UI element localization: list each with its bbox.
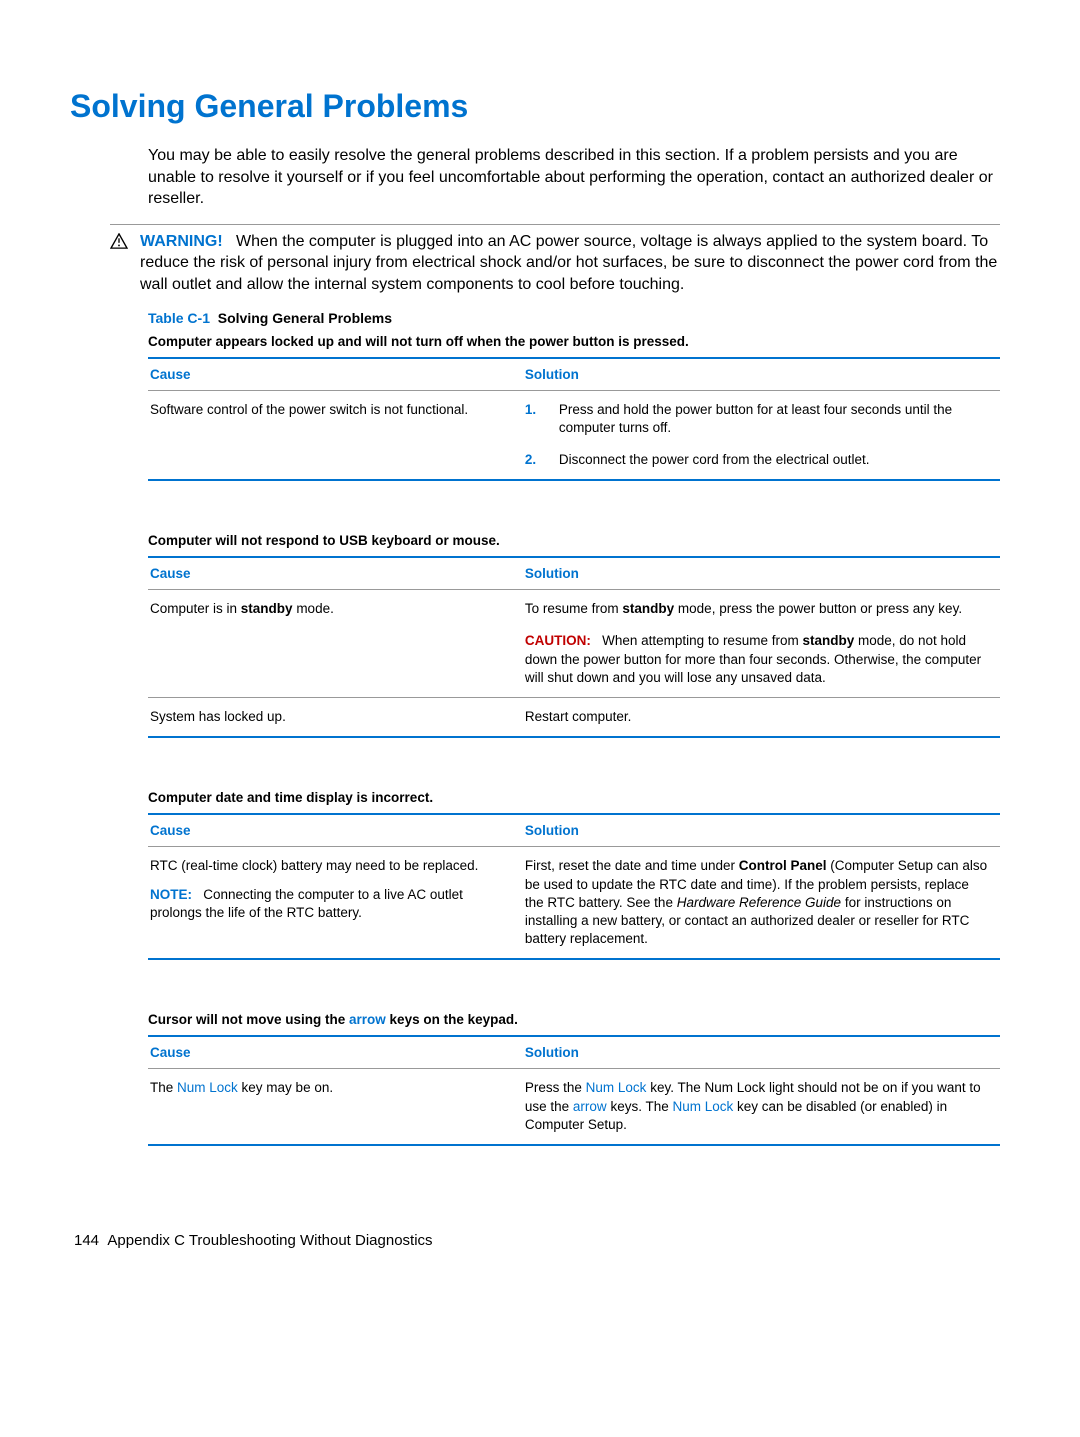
table-caption-text: Solving General Problems [218, 310, 392, 326]
table-row: The Num Lock key may be on.Press the Num… [148, 1069, 1000, 1145]
cause-solution-table: CauseSolutionThe Num Lock key may be on.… [148, 1035, 1000, 1146]
solution-cell: To resume from standby mode, press the p… [523, 590, 1000, 698]
page-footer: 144 Appendix C Troubleshooting Without D… [74, 1232, 1000, 1249]
trouble-table: Computer date and time display is incorr… [148, 790, 1000, 960]
warning-icon [110, 233, 128, 249]
solution-cell: Press and hold the power button for at l… [523, 390, 1000, 480]
solution-steps: Press and hold the power button for at l… [525, 401, 990, 470]
header-solution: Solution [523, 358, 1000, 391]
solution-cell: First, reset the date and time under Con… [523, 847, 1000, 960]
cause-solution-table: CauseSolutionComputer is in standby mode… [148, 556, 1000, 738]
solution-cell: Press the Num Lock key. The Num Lock lig… [523, 1069, 1000, 1145]
warning-body: When the computer is plugged into an AC … [140, 233, 997, 293]
cause-solution-table: CauseSolutionSoftware control of the pow… [148, 357, 1000, 482]
solution-step: Press and hold the power button for at l… [525, 401, 990, 437]
cause-cell: The Num Lock key may be on. [148, 1069, 523, 1145]
cause-solution-table: CauseSolutionRTC (real-time clock) batte… [148, 813, 1000, 960]
appendix-title: Appendix C Troubleshooting Without Diagn… [107, 1232, 432, 1249]
intro-paragraph: You may be able to easily resolve the ge… [148, 145, 1000, 210]
table-problem-title: Computer date and time display is incorr… [148, 790, 1000, 805]
cause-cell: Software control of the power switch is … [148, 390, 523, 480]
header-solution: Solution [523, 814, 1000, 847]
trouble-table: Computer will not respond to USB keyboar… [148, 533, 1000, 738]
table-row: Software control of the power switch is … [148, 390, 1000, 480]
solution-cell: Restart computer. [523, 698, 1000, 738]
header-cause: Cause [148, 814, 523, 847]
trouble-table: Cursor will not move using the arrow key… [148, 1012, 1000, 1146]
warning-box: WARNING! When the computer is plugged in… [110, 224, 1000, 296]
header-cause: Cause [148, 557, 523, 590]
page-number: 144 [74, 1232, 99, 1249]
header-solution: Solution [523, 557, 1000, 590]
warning-text: WARNING! When the computer is plugged in… [140, 231, 1000, 296]
table-problem-title: Computer will not respond to USB keyboar… [148, 533, 1000, 548]
table-problem-title: Computer appears locked up and will not … [148, 334, 1000, 349]
trouble-table: Computer appears locked up and will not … [148, 334, 1000, 482]
page-title: Solving General Problems [70, 88, 1000, 125]
header-cause: Cause [148, 358, 523, 391]
table-number: Table C-1 [148, 310, 210, 326]
header-solution: Solution [523, 1036, 1000, 1069]
cause-cell: Computer is in standby mode. [148, 590, 523, 698]
header-cause: Cause [148, 1036, 523, 1069]
table-row: Computer is in standby mode.To resume fr… [148, 590, 1000, 698]
cause-cell: RTC (real-time clock) battery may need t… [148, 847, 523, 960]
caution-block: CAUTION: When attempting to resume from … [525, 632, 990, 687]
table-caption: Table C-1 Solving General Problems [148, 310, 1000, 326]
cause-cell: System has locked up. [148, 698, 523, 738]
table-problem-title: Cursor will not move using the arrow key… [148, 1012, 1000, 1027]
table-row: RTC (real-time clock) battery may need t… [148, 847, 1000, 960]
table-row: System has locked up.Restart computer. [148, 698, 1000, 738]
solution-step: Disconnect the power cord from the elect… [525, 451, 990, 469]
warning-label: WARNING! [140, 233, 223, 250]
note-block: NOTE: Connecting the computer to a live … [150, 886, 513, 922]
